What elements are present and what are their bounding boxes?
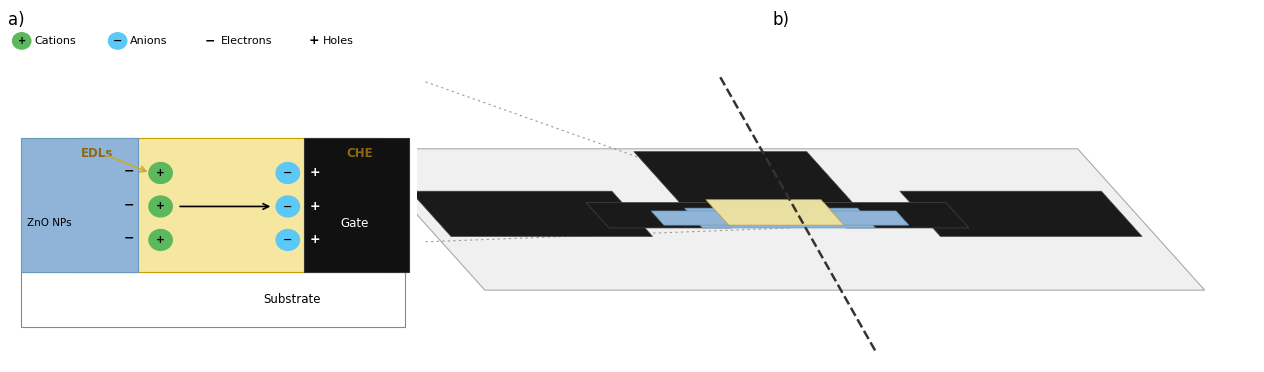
Text: Anions: Anions [130, 36, 168, 46]
Circle shape [149, 196, 172, 217]
Text: Holes: Holes [324, 36, 354, 46]
Circle shape [149, 230, 172, 250]
Circle shape [276, 230, 300, 250]
Text: −: − [283, 168, 292, 178]
Text: CHE: CHE [346, 147, 373, 160]
Text: Substrate: Substrate [263, 293, 321, 306]
Text: −: − [283, 235, 292, 245]
Text: Gate: Gate [340, 217, 369, 230]
Circle shape [13, 33, 30, 49]
Text: +: + [310, 200, 320, 213]
Text: b): b) [772, 11, 790, 29]
Text: Cations: Cations [34, 36, 76, 46]
Circle shape [276, 163, 300, 183]
Text: −: − [283, 202, 292, 211]
Polygon shape [635, 152, 852, 202]
Polygon shape [705, 200, 844, 225]
Circle shape [149, 163, 172, 183]
Text: +: + [157, 202, 166, 211]
Text: +: + [157, 168, 166, 178]
Text: −: − [124, 165, 134, 177]
Polygon shape [900, 191, 1143, 237]
Text: EDLs: EDLs [81, 147, 114, 160]
Text: −: − [124, 232, 134, 244]
Text: ZnO NPs: ZnO NPs [27, 218, 72, 228]
Text: −: − [112, 36, 123, 46]
Polygon shape [685, 208, 875, 228]
Bar [20, 272, 404, 327]
Polygon shape [586, 202, 732, 228]
Text: +: + [310, 234, 320, 246]
Polygon shape [651, 211, 736, 225]
Polygon shape [824, 211, 909, 225]
Text: +: + [308, 35, 320, 47]
Text: +: + [18, 36, 25, 46]
Text: −: − [124, 198, 134, 211]
Polygon shape [411, 191, 652, 237]
Bar [20, 138, 138, 272]
Bar [75, 138, 379, 272]
Circle shape [276, 196, 300, 217]
Text: −: − [205, 35, 215, 47]
Text: +: + [310, 167, 320, 179]
Text: Electrons: Electrons [221, 36, 273, 46]
Polygon shape [358, 149, 1205, 290]
Text: +: + [157, 235, 166, 245]
Bar [305, 138, 408, 272]
Text: a): a) [9, 11, 25, 29]
Polygon shape [824, 202, 969, 228]
Circle shape [109, 33, 126, 49]
